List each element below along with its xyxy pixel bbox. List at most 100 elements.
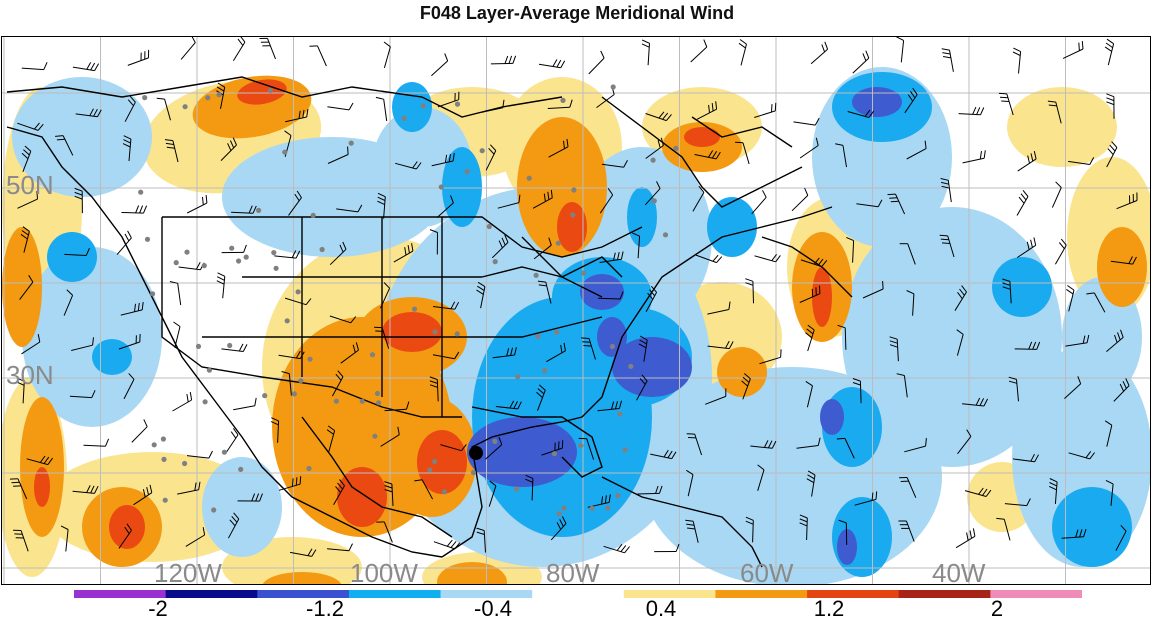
wind-barb-staff [903, 375, 908, 398]
wind-barb-staff [862, 288, 884, 299]
wind-barb-feather [1109, 144, 1116, 152]
station-dot [555, 240, 561, 246]
station-dot [673, 145, 679, 151]
wind-barb-staff [547, 106, 570, 109]
wind-barb-feather [377, 192, 386, 198]
wind-barb-feather [615, 401, 618, 410]
station-dot [420, 103, 426, 109]
wind-barb-feather [205, 195, 208, 204]
wind-barb [837, 324, 847, 350]
wind-barb-feather [504, 55, 509, 64]
wind-barb-staff [380, 287, 391, 309]
wind-barb-feather [1106, 97, 1115, 102]
wind-barb-feather [252, 205, 257, 214]
wind-barb-feather [583, 345, 592, 347]
wind-barb [1104, 38, 1115, 66]
wind-barb [1008, 376, 1019, 402]
wind-barb-feather [560, 60, 566, 68]
wind-barb [231, 205, 257, 214]
wind-barb-feather [698, 185, 705, 193]
wind-barb-feather [1060, 238, 1067, 246]
wind-barb [9, 478, 28, 500]
station-dot [369, 352, 376, 358]
wind-barb [852, 50, 870, 74]
wind-barb-feather [1079, 529, 1083, 538]
wind-barb-feather [489, 144, 497, 151]
southerly-wind-shading [202, 457, 282, 557]
wind-barb [17, 122, 44, 131]
wind-barb-feather [1114, 334, 1118, 343]
wind-barb-feather [74, 195, 83, 200]
wind-barb-feather [202, 527, 206, 536]
wind-barb-feather [774, 102, 777, 111]
wind-barb-feather [639, 339, 647, 345]
wind-barb [525, 474, 534, 501]
wind-barb-feather [217, 82, 225, 88]
wind-barb-feather [559, 519, 564, 527]
wind-barb-staff [900, 40, 905, 63]
wind-barb [538, 59, 566, 69]
wind-barb [899, 243, 916, 265]
wind-barb [654, 543, 680, 553]
wind-barb-feather [411, 243, 414, 252]
wind-barb [124, 95, 136, 122]
wind-barb-feather [538, 384, 546, 391]
wind-barb-feather [216, 276, 225, 281]
wind-barb-feather [189, 392, 193, 401]
wind-barb-feather [1034, 454, 1039, 463]
wind-barb-feather [232, 137, 237, 146]
wind-barb [180, 37, 196, 60]
wind-barb-feather [941, 48, 950, 51]
map-canvas: 50N 30N 120W 100W 80W 60W 40W [2, 37, 1150, 584]
wind-barb-feather [543, 193, 546, 202]
wind-barb-staff [284, 297, 307, 306]
wind-barb [233, 397, 257, 411]
wind-barb [705, 388, 727, 405]
wind-barb-feather [1106, 93, 1115, 98]
wind-barb-staff [957, 436, 972, 455]
wind-barb-feather [229, 140, 235, 149]
wind-barbs-layer [9, 37, 1138, 557]
wind-barb-feather [1104, 420, 1113, 426]
wind-barb [644, 181, 661, 206]
wind-barb [637, 485, 663, 495]
wind-barb-feather [143, 205, 148, 214]
station-dot [195, 343, 202, 349]
wind-barb [645, 137, 664, 159]
wind-barb-staff [752, 281, 754, 304]
wind-barb-feather [284, 130, 292, 136]
wind-barb [799, 137, 819, 159]
wind-barb-feather [169, 281, 178, 284]
wind-barb-feather [243, 244, 247, 253]
wind-barb [375, 96, 388, 122]
colorbar-label-pos-2: 2 [990, 596, 1004, 621]
wind-barb-feather [641, 374, 648, 382]
wind-barb-feather [985, 489, 992, 497]
wind-barb-feather [875, 491, 878, 500]
station-dot [262, 393, 268, 399]
wind-barb-feather [957, 292, 963, 300]
southerly-wind-shading [92, 339, 132, 375]
wind-barb-feather [488, 147, 495, 155]
wind-barb-feather [231, 515, 238, 523]
wind-barb-feather [1106, 101, 1115, 106]
wind-barb-feather [1105, 479, 1114, 485]
wind-barb-staff [436, 202, 454, 218]
wind-barb-staff [596, 94, 615, 109]
wind-barb-feather [429, 376, 438, 380]
coastline-segment [521, 236, 623, 278]
wind-barb-feather [415, 162, 422, 170]
wind-barb-feather [980, 107, 985, 116]
wind-barb [547, 99, 573, 109]
wind-barb-feather [97, 109, 102, 118]
wind-barb-feather [86, 62, 92, 70]
wind-barb-feather [1125, 378, 1130, 386]
wind-barb-staff [65, 529, 69, 552]
wind-barb-feather [666, 114, 672, 121]
wind-barb-feather [1022, 189, 1029, 197]
wind-barb [1116, 192, 1138, 210]
wind-barb [118, 523, 132, 549]
wind-barb-feather [191, 37, 196, 43]
lat-label-50n: 50N [6, 170, 54, 200]
wind-barb-feather [966, 429, 972, 437]
